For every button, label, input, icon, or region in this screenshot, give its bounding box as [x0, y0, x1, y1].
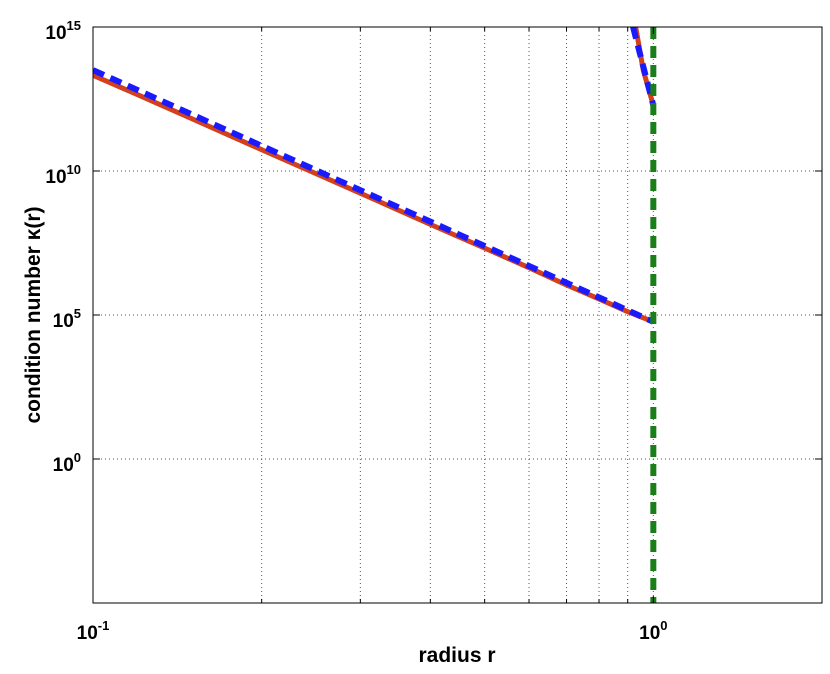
x-tick-label: 10-1	[77, 618, 110, 644]
ticks: 100 105 1010 1015 10-1 100	[45, 18, 823, 644]
y-tick-label: 1015	[45, 18, 81, 44]
y-axis-label: condition number κ(r)	[22, 206, 45, 423]
series-line	[93, 67, 655, 325]
y-tick-label: 1010	[45, 162, 81, 188]
y-tick-label: 100	[53, 450, 81, 476]
x-tick-label: 100	[639, 618, 667, 644]
lines	[93, 27, 657, 603]
series-line	[630, 27, 657, 107]
y-tick-label: 105	[53, 306, 81, 332]
x-axis-label: radius r	[418, 644, 495, 667]
